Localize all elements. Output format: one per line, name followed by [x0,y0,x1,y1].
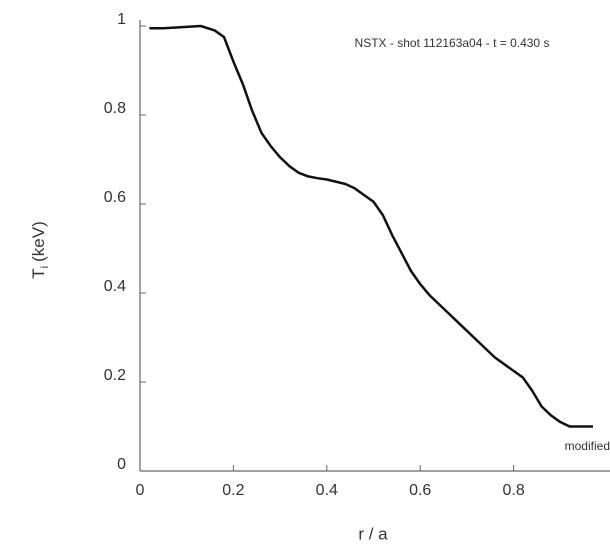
y-tick-label: 0.6 [104,189,126,206]
x-tick-label: 0 [136,482,145,499]
data-line [149,24,593,428]
y-tick-label: 1 [117,11,126,28]
x-tick-label: 0.4 [316,482,338,499]
y-axis-label: Ti (keV) [29,221,50,278]
x-tick-label: 0.2 [222,482,244,499]
y-tick-label: 0 [117,456,126,473]
annotation: modified [565,439,610,453]
y-label-subscript: i [39,266,51,268]
x-tick-label: 0.6 [409,482,431,499]
x-axis-label: r / a [358,524,388,543]
y-label-unit: (keV) [29,221,48,262]
annotation: NSTX - shot 112163a04 - t = 0.430 s [355,36,550,50]
y-tick-label: 0.2 [104,367,126,384]
y-label-main: T [29,268,48,278]
x-tick-label: 0.8 [502,482,524,499]
y-tick-label: 0.8 [104,100,126,117]
y-tick-label: 0.4 [104,278,126,295]
